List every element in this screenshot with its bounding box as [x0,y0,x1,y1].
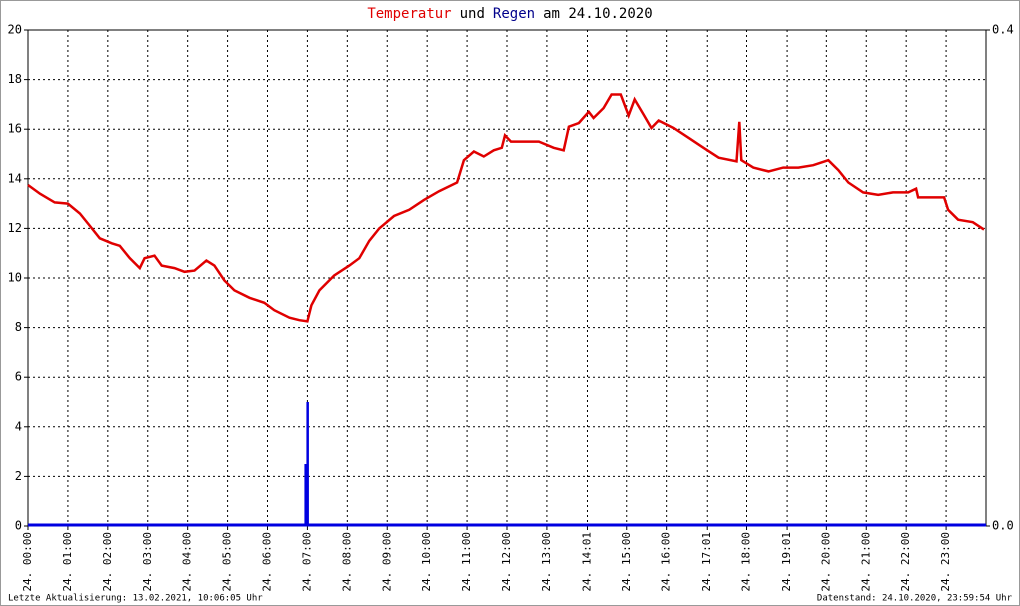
x-tick-label: 24. 17:01 [700,532,713,592]
x-tick-label: 24. 19:01 [780,532,793,592]
x-tick-label: 24. 06:00 [261,532,274,592]
x-tick-label: 24. 21:00 [859,532,872,592]
x-tick-label: 24. 01:00 [61,532,74,592]
rain-bar [306,402,309,526]
x-tick-label: 24. 04:00 [181,532,194,592]
title-part: Regen [493,6,535,22]
footer-right: Datenstand: 24.10.2020, 23:59:54 Uhr [817,594,1013,604]
title-part: und [460,6,485,22]
y-tick-label: 4 [15,419,22,433]
y-tick-label: 12 [8,221,22,235]
title-part: am 24.10.2020 [543,6,653,22]
x-tick-label: 24. 14:01 [580,532,593,592]
x-tick-label: 24. 18:00 [740,532,753,592]
x-tick-label: 24. 02:00 [101,532,114,592]
chart-title: Temperatur und Regen am 24.10.2020 [367,6,652,22]
x-tick-label: 24. 07:00 [300,532,313,592]
x-tick-label: 24. 15:00 [620,532,633,592]
y-tick-label: 14 [8,171,22,185]
x-tick-label: 24. 10:00 [420,532,433,592]
y-tick-label: 20 [8,23,22,37]
x-tick-label: 24. 00:00 [21,532,34,592]
y-tick-label: 2 [15,469,22,483]
x-tick-label: 24. 12:00 [500,532,513,592]
y-tick-label: 16 [8,122,22,136]
x-tick-label: 24. 05:00 [221,532,234,592]
footer-left: Letzte Aktualisierung: 13.02.2021, 10:06… [8,594,263,604]
y-tick-label: 0 [15,519,22,533]
title-part: Temperatur [367,6,451,22]
y2-tick-label: 0.0 [992,519,1014,533]
y-tick-label: 18 [8,72,22,86]
x-tick-label: 24. 16:00 [660,532,673,592]
rain-bar [304,464,307,526]
temperature-line [27,93,985,323]
x-tick-label: 24. 08:00 [340,532,353,592]
x-tick-label: 24. 23:00 [939,532,952,592]
x-tick-label: 24. 09:00 [380,532,393,592]
y-tick-label: 8 [15,320,22,334]
y-tick-label: 10 [8,271,22,285]
x-tick-label: 24. 22:00 [899,532,912,592]
y-tick-label: 6 [15,370,22,384]
y2-tick-label: 0.4 [992,23,1014,37]
x-tick-label: 24. 03:00 [141,532,154,592]
x-tick-label: 24. 13:00 [540,532,553,592]
x-tick-label: 24. 11:00 [460,532,473,592]
x-tick-label: 24. 20:00 [819,532,832,592]
